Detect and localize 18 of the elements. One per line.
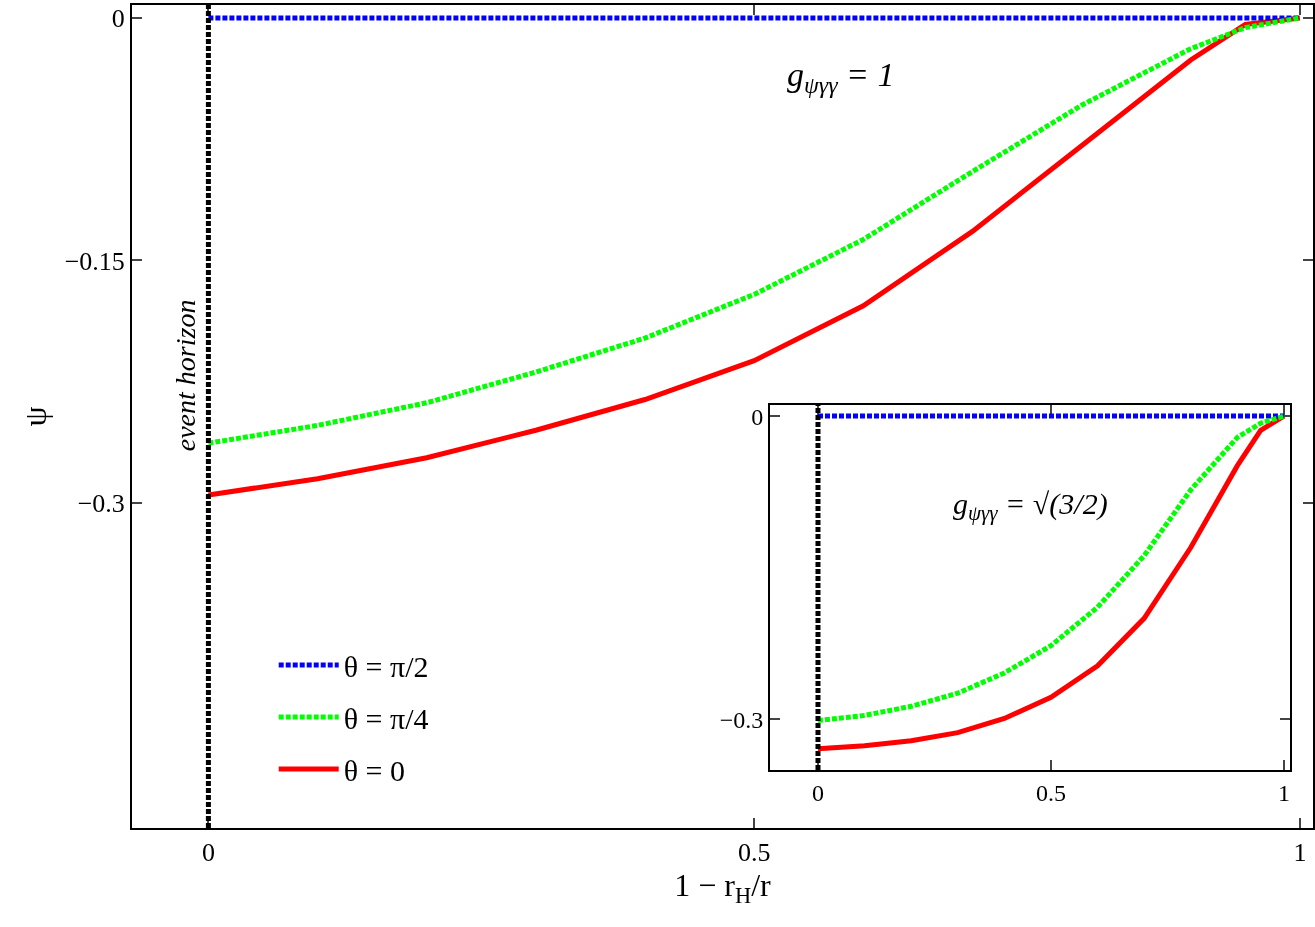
annotation: g$_{ψγγ}$ = √(3/2): [953, 487, 1108, 526]
y-tick-label: 0: [111, 4, 125, 34]
annotation: g$_{ψγγ}$ = 1: [787, 56, 895, 99]
y-tick-label: −0.3: [719, 706, 764, 733]
y-tick-label: −0.3: [77, 489, 125, 519]
legend-label: θ = π/2: [343, 649, 429, 683]
legend-label: θ = 0: [343, 753, 406, 787]
x-tick-label: 0: [201, 838, 215, 868]
ref-line-label: event horizon: [169, 299, 201, 452]
x-axis-title: 1 − r$_{H}$/r: [674, 867, 772, 908]
legend-label: θ = π/4: [343, 701, 429, 735]
x-tick-label: 0.5: [737, 838, 771, 868]
x-tick-label: 0: [811, 779, 824, 806]
x-tick-label: 0.5: [1035, 779, 1066, 806]
y-axis-title: ψ: [17, 406, 54, 427]
x-tick-label: 1: [1277, 779, 1290, 806]
x-tick-label: 1: [1293, 838, 1307, 868]
y-tick-label: −0.15: [64, 246, 125, 276]
